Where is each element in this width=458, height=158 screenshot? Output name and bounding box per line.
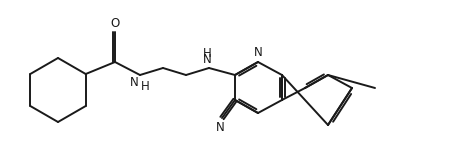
Text: N: N [216, 121, 224, 134]
Text: O: O [110, 17, 120, 30]
Text: H: H [202, 47, 212, 60]
Text: N: N [254, 46, 262, 59]
Text: N: N [130, 76, 139, 89]
Text: H: H [141, 80, 150, 93]
Text: N: N [202, 53, 212, 66]
